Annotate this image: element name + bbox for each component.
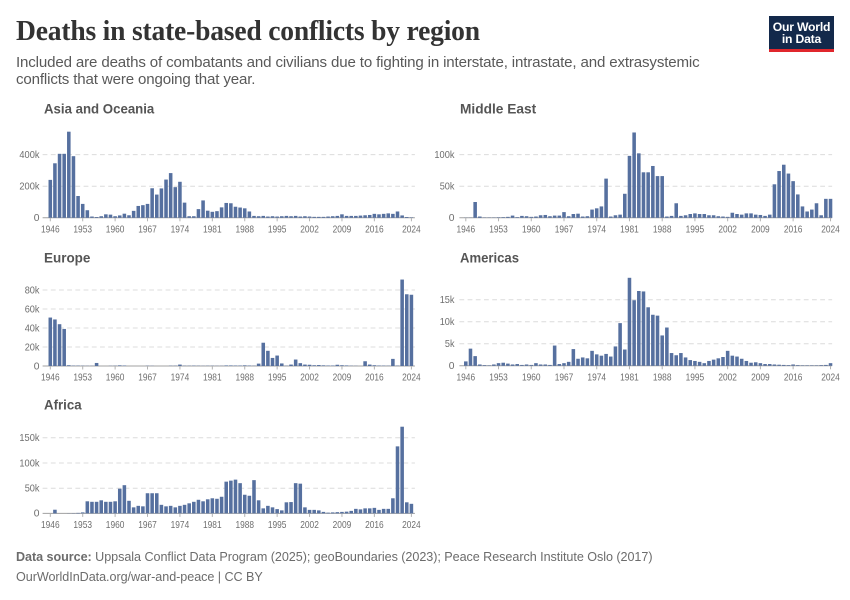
svg-text:0: 0 (34, 509, 40, 520)
svg-text:2009: 2009 (333, 520, 352, 531)
svg-text:1953: 1953 (73, 224, 92, 235)
svg-text:200k: 200k (19, 182, 40, 193)
svg-text:5k: 5k (445, 339, 455, 350)
svg-text:Europe: Europe (44, 251, 91, 266)
svg-text:2002: 2002 (718, 372, 737, 383)
svg-text:1988: 1988 (653, 372, 672, 383)
svg-text:1960: 1960 (106, 373, 125, 384)
svg-text:1974: 1974 (171, 224, 190, 235)
svg-text:0: 0 (34, 361, 40, 372)
svg-text:1967: 1967 (138, 373, 157, 384)
svg-text:1981: 1981 (620, 224, 639, 235)
svg-text:15k: 15k (440, 295, 456, 306)
svg-text:0: 0 (449, 361, 455, 372)
svg-text:1946: 1946 (41, 224, 60, 235)
svg-text:1981: 1981 (203, 373, 222, 384)
svg-text:1953: 1953 (73, 520, 92, 531)
svg-text:1946: 1946 (41, 520, 60, 531)
svg-text:2016: 2016 (365, 373, 384, 384)
svg-text:2002: 2002 (300, 520, 319, 531)
svg-text:1988: 1988 (653, 224, 672, 235)
svg-text:50k: 50k (440, 182, 456, 193)
svg-text:1995: 1995 (686, 372, 705, 383)
svg-text:1967: 1967 (138, 224, 157, 235)
svg-text:20k: 20k (25, 342, 41, 353)
svg-text:1995: 1995 (686, 224, 705, 235)
svg-text:2009: 2009 (333, 373, 352, 384)
svg-text:0: 0 (34, 213, 40, 224)
svg-text:1981: 1981 (203, 520, 222, 531)
svg-text:2009: 2009 (751, 224, 770, 235)
svg-text:1967: 1967 (555, 224, 574, 235)
svg-text:2016: 2016 (365, 520, 384, 531)
svg-text:1974: 1974 (171, 520, 190, 531)
svg-text:1953: 1953 (73, 373, 92, 384)
svg-text:1953: 1953 (489, 224, 508, 235)
svg-text:1960: 1960 (106, 520, 125, 531)
svg-text:1946: 1946 (457, 372, 476, 383)
svg-text:1988: 1988 (235, 224, 254, 235)
svg-text:1974: 1974 (587, 372, 606, 383)
svg-text:Americas: Americas (460, 251, 519, 266)
svg-text:1967: 1967 (555, 372, 574, 383)
svg-text:Middle East: Middle East (460, 102, 537, 117)
svg-text:2024: 2024 (821, 372, 840, 383)
svg-text:2009: 2009 (751, 372, 770, 383)
svg-text:2016: 2016 (784, 224, 803, 235)
svg-text:50k: 50k (25, 484, 41, 495)
svg-text:0: 0 (449, 213, 455, 224)
svg-text:1974: 1974 (171, 373, 190, 384)
svg-text:2002: 2002 (300, 224, 319, 235)
svg-text:1974: 1974 (587, 224, 606, 235)
svg-text:1960: 1960 (106, 224, 125, 235)
svg-text:2024: 2024 (821, 224, 840, 235)
svg-text:Asia and Oceania: Asia and Oceania (44, 102, 155, 117)
svg-text:100k: 100k (434, 150, 455, 161)
svg-text:1946: 1946 (457, 224, 476, 235)
svg-text:2002: 2002 (300, 373, 319, 384)
svg-text:1988: 1988 (235, 520, 254, 531)
svg-text:2024: 2024 (402, 224, 421, 235)
svg-text:60k: 60k (25, 304, 41, 315)
svg-text:1981: 1981 (620, 372, 639, 383)
svg-text:1988: 1988 (235, 373, 254, 384)
svg-text:1967: 1967 (138, 520, 157, 531)
svg-text:2024: 2024 (402, 373, 421, 384)
svg-text:1981: 1981 (203, 224, 222, 235)
svg-text:1953: 1953 (489, 372, 508, 383)
svg-text:1995: 1995 (268, 373, 287, 384)
svg-text:10k: 10k (440, 317, 456, 328)
svg-text:1995: 1995 (268, 224, 287, 235)
svg-text:2024: 2024 (402, 520, 421, 531)
svg-text:80k: 80k (25, 285, 41, 296)
svg-text:2002: 2002 (718, 224, 737, 235)
svg-text:40k: 40k (25, 323, 41, 334)
svg-text:150k: 150k (19, 433, 40, 444)
svg-text:Africa: Africa (44, 398, 82, 413)
svg-text:400k: 400k (19, 150, 40, 161)
svg-text:2009: 2009 (333, 224, 352, 235)
svg-text:1946: 1946 (41, 373, 60, 384)
svg-text:1960: 1960 (522, 372, 541, 383)
svg-text:2016: 2016 (784, 372, 803, 383)
svg-text:2016: 2016 (365, 224, 384, 235)
svg-text:100k: 100k (19, 458, 40, 469)
svg-text:1995: 1995 (268, 520, 287, 531)
svg-text:1960: 1960 (522, 224, 541, 235)
